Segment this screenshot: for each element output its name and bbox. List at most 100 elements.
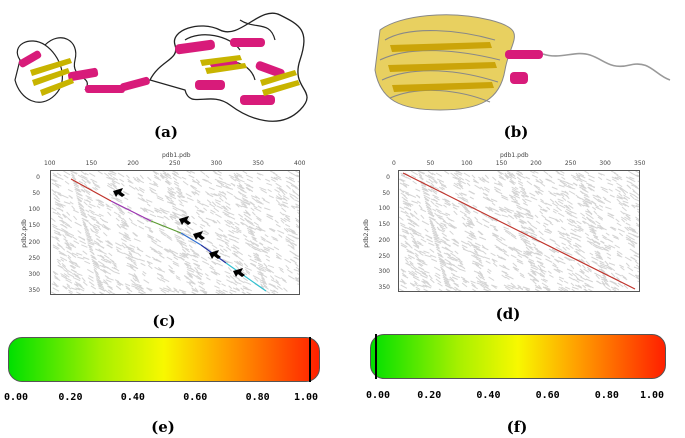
dot-plot-match [401, 280, 406, 285]
dot-plot-match [566, 236, 572, 241]
dot-plot-match [613, 172, 619, 176]
dot-plot-match [407, 222, 415, 227]
plot-d-left-title: pdb2.pdb [362, 219, 370, 248]
dot-plot-match [196, 277, 202, 281]
dot-plot-match [417, 262, 423, 267]
dot-plot-match [588, 178, 595, 183]
dot-plot-match [159, 230, 167, 235]
dot-plot-match [271, 178, 276, 183]
dot-plot-match [188, 273, 193, 276]
dot-plot-match [206, 193, 214, 198]
dot-plot-match [289, 242, 295, 247]
dot-plot-match [252, 242, 259, 247]
dot-plot-match [249, 189, 254, 193]
dot-plot-match [255, 227, 263, 231]
dot-plot-match [489, 224, 497, 228]
dot-plot-match [458, 260, 463, 265]
dot-plot-match [490, 252, 496, 257]
dot-plot-match [81, 189, 86, 193]
dot-plot-match [609, 194, 615, 198]
dot-plot-match [117, 250, 124, 255]
dot-plot-match [122, 191, 129, 196]
dot-plot-match [258, 227, 266, 232]
dot-plot-match [260, 236, 266, 241]
dot-plot-match [290, 172, 299, 178]
dot-plot-match [153, 207, 161, 212]
dot-plot-match [97, 283, 104, 288]
dot-plot-match [476, 258, 482, 262]
dot-plot-match [410, 212, 416, 218]
dot-plot-match [249, 229, 256, 234]
dot-plot-match [159, 254, 165, 259]
dot-plot-match [402, 230, 409, 235]
dot-plot-match [106, 277, 114, 281]
dot-plot-match [523, 202, 529, 206]
dot-plot-match [597, 216, 603, 221]
dot-plot-match [223, 248, 228, 252]
dot-plot-match [254, 256, 261, 261]
dot-plot-match [181, 232, 189, 236]
dot-plot-match [88, 281, 95, 286]
dot-plot-match [484, 188, 490, 193]
dot-plot-match [458, 192, 463, 197]
dot-plot-match [123, 221, 129, 227]
dot-plot-match [400, 172, 406, 177]
colorbar-tick-label: 0.40 [476, 390, 501, 401]
dot-plot-match [602, 274, 607, 279]
dot-plot-match [608, 262, 616, 266]
dot-plot-match [568, 190, 576, 195]
dot-plot-match [437, 216, 442, 220]
dot-plot-match [83, 199, 91, 203]
dot-plot-match [572, 224, 578, 229]
dot-plot-match [451, 256, 459, 261]
dot-plot-match [438, 288, 443, 292]
dot-plot-match [570, 282, 575, 287]
dot-plot-match [133, 273, 138, 278]
dot-plot-match [475, 264, 482, 270]
dot-plot-match [82, 256, 90, 260]
dot-plot-match [63, 268, 69, 273]
dot-plot-match [238, 213, 244, 218]
dot-plot-match [256, 217, 262, 222]
dot-plot-match [195, 211, 200, 216]
dot-plot-match [521, 226, 526, 230]
dot-plot-match [428, 216, 436, 221]
dot-plot-match [246, 225, 253, 230]
dot-plot-match [577, 178, 583, 183]
dot-plot-match [620, 210, 625, 215]
dot-plot-match [188, 275, 194, 279]
alignment-segment [70, 178, 112, 202]
dot-plot-match [526, 250, 532, 255]
dot-plot-match [179, 240, 187, 245]
dot-plot-match [630, 240, 635, 246]
dot-plot-match [178, 232, 184, 237]
dot-plot-match [96, 279, 104, 284]
dot-plot-match [147, 264, 153, 270]
dot-plot-match [565, 232, 570, 237]
dot-plot-match [286, 268, 293, 274]
dot-plot-match [467, 240, 472, 244]
dot-plot-match [119, 223, 126, 227]
dot-plot-match [169, 195, 177, 200]
dot-plot-match [533, 278, 540, 282]
dot-plot-match [173, 254, 181, 259]
dot-plot-match [448, 224, 456, 230]
dot-plot-match [460, 192, 467, 196]
dot-plot-match [257, 270, 263, 275]
colorbar-tick-label: 0.80 [245, 392, 270, 403]
dot-plot-match [565, 286, 571, 290]
dot-plot-match [511, 286, 520, 290]
dot-plot-match [239, 184, 244, 189]
dot-plot-match [588, 288, 594, 293]
dot-plot-match [73, 184, 80, 188]
dot-plot-match [76, 273, 83, 277]
dot-plot-match [83, 201, 88, 206]
dot-plot-match [236, 174, 244, 179]
dot-plot-match [441, 270, 447, 276]
dot-plot-match [281, 191, 286, 196]
dot-plot-match [139, 189, 145, 194]
dot-plot-match [457, 180, 462, 185]
dot-plot-match [209, 203, 216, 208]
dot-plot-match [219, 248, 225, 253]
y-tick-label: 200 [28, 238, 40, 246]
